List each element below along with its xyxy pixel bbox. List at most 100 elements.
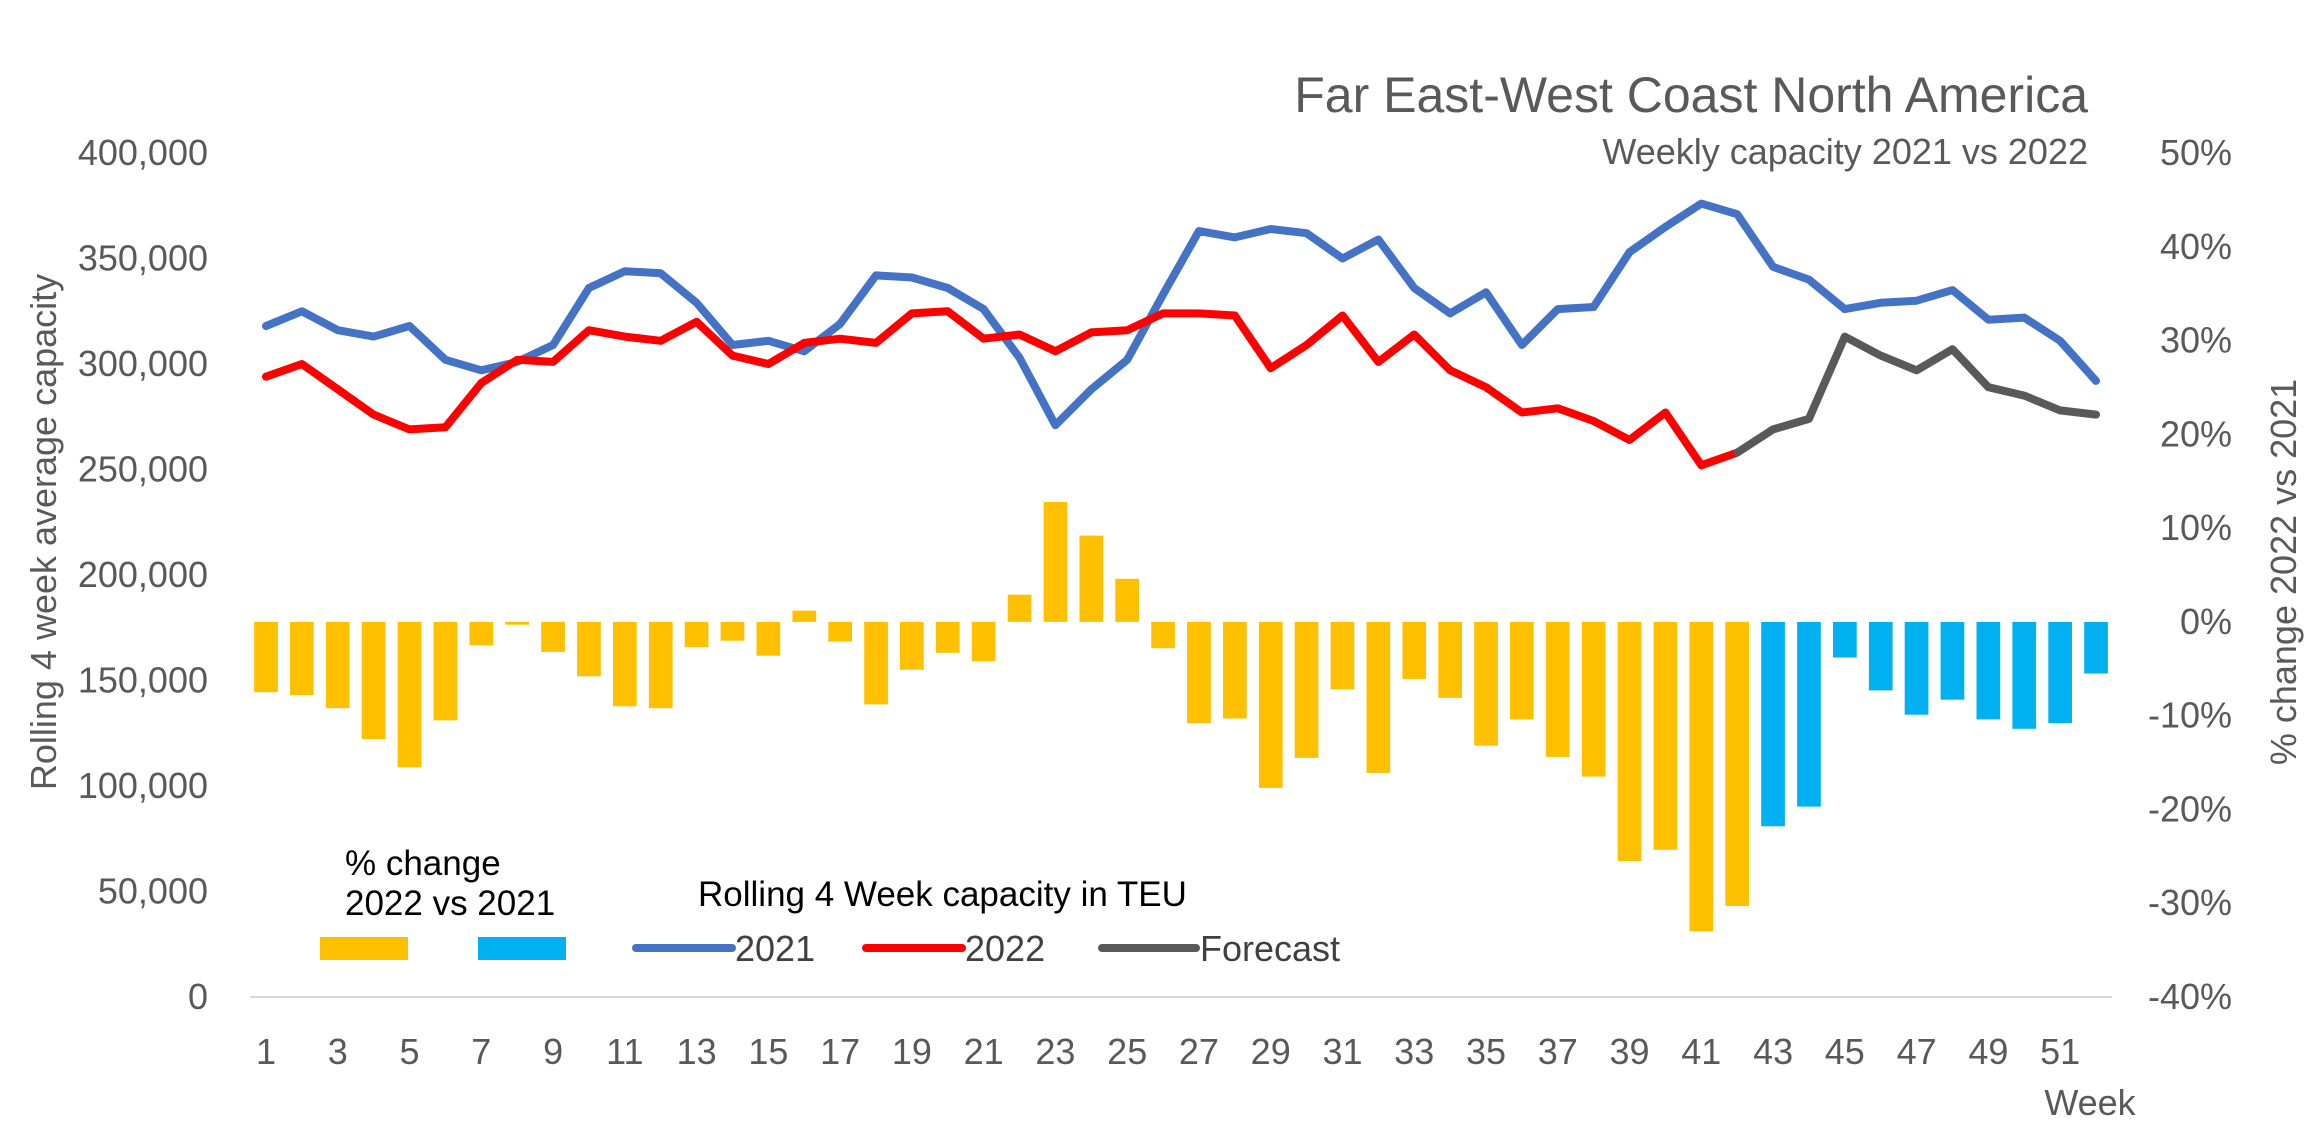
bar-week-1 [254, 621, 278, 693]
bar-week-51 [2048, 621, 2072, 724]
x-tick-label: 27 [1179, 1031, 1219, 1072]
bar-week-41 [1689, 621, 1714, 932]
bar-week-23 [1043, 501, 1068, 622]
y-right-tick-label: 40% [2160, 226, 2232, 267]
x-tick-label: 3 [328, 1031, 348, 1072]
bar-week-11 [613, 621, 637, 707]
legend-label-2021: 2021 [735, 928, 815, 969]
bar-week-43 [1761, 621, 1785, 827]
bar-week-6 [433, 621, 458, 721]
x-tick-label: 15 [748, 1031, 788, 1072]
y-right-tick-label: 50% [2160, 132, 2232, 173]
bar-week-7 [469, 621, 494, 646]
bar-week-2 [290, 621, 314, 695]
bar-week-31 [1330, 621, 1355, 690]
x-tick-label: 47 [1897, 1031, 1937, 1072]
bar-week-32 [1366, 621, 1391, 773]
x-tick-label: 49 [1968, 1031, 2008, 1072]
bar-week-9 [541, 621, 565, 652]
bar-week-13 [684, 621, 709, 648]
x-tick-label: 17 [820, 1031, 860, 1072]
x-tick-label: 5 [399, 1031, 419, 1072]
x-tick-label: 13 [677, 1031, 717, 1072]
bar-week-49 [1976, 621, 2001, 720]
bar-week-17 [828, 621, 852, 642]
x-tick-label: 23 [1035, 1031, 1075, 1072]
bar-week-46 [1868, 621, 1893, 691]
bar-week-45 [1833, 621, 1857, 658]
legend-bar-title-line1: % change [345, 844, 501, 883]
chart-title: Far East-West Coast North America [1294, 67, 2088, 123]
y-right-tick-label: -40% [2148, 976, 2232, 1017]
bar-week-42 [1725, 621, 1749, 906]
bar-week-30 [1294, 621, 1319, 758]
x-tick-label: 41 [1681, 1031, 1721, 1072]
bar-week-37 [1545, 621, 1570, 757]
bar-week-19 [900, 621, 924, 670]
x-tick-label: 35 [1466, 1031, 1506, 1072]
bar-week-33 [1402, 621, 1427, 680]
bar-week-47 [1904, 621, 1929, 715]
bar-week-18 [864, 621, 888, 705]
bar-week-8 [505, 621, 529, 625]
bar-week-24 [1079, 535, 1104, 622]
y-left-tick-label: 300,000 [78, 343, 208, 384]
bar-week-39 [1617, 621, 1642, 861]
bar-week-20 [935, 621, 960, 653]
x-tick-label: 51 [2040, 1031, 2080, 1072]
bar-week-3 [325, 621, 350, 709]
y-left-tick-label: 200,000 [78, 554, 208, 595]
legend-bar-title-line2: 2022 vs 2021 [345, 884, 555, 923]
bar-week-52 [2084, 621, 2108, 674]
x-tick-label: 21 [964, 1031, 1004, 1072]
bar-week-10 [577, 621, 601, 677]
y-right-tick-label: 20% [2160, 413, 2232, 454]
legend-swatch-actual [320, 937, 408, 960]
bar-week-44 [1797, 621, 1821, 807]
y-left-tick-label: 50,000 [98, 871, 208, 912]
y-left-tick-label: 400,000 [78, 132, 208, 173]
y-left-tick-label: 100,000 [78, 765, 208, 806]
x-tick-label: 9 [543, 1031, 563, 1072]
y-axis-right-title: % change 2022 vs 2021 [2263, 379, 2304, 765]
x-tick-label: 43 [1753, 1031, 1793, 1072]
y-left-tick-label: 350,000 [78, 238, 208, 279]
bar-week-21 [971, 621, 996, 662]
y-left-tick-label: 250,000 [78, 449, 208, 490]
x-tick-label: 33 [1394, 1031, 1434, 1072]
x-tick-label: 25 [1107, 1031, 1147, 1072]
y-right-tick-label: -20% [2148, 788, 2232, 829]
bar-week-26 [1151, 621, 1175, 649]
x-tick-label: 29 [1251, 1031, 1291, 1072]
chart-subtitle: Weekly capacity 2021 vs 2022 [1602, 131, 2088, 172]
bar-series-pct-change [254, 501, 2108, 932]
y-right-tick-label: 10% [2160, 507, 2232, 548]
x-tick-label: 39 [1609, 1031, 1649, 1072]
bar-week-34 [1438, 621, 1462, 698]
bar-week-29 [1258, 621, 1283, 788]
y-right-tick-label: -30% [2148, 882, 2232, 923]
legend-label-forecast: Forecast [1200, 928, 1340, 969]
bar-week-40 [1653, 621, 1678, 850]
bar-week-12 [648, 621, 673, 709]
y-left-tick-label: 0 [188, 976, 208, 1017]
bar-week-36 [1510, 621, 1534, 720]
bar-week-35 [1474, 621, 1498, 746]
x-tick-label: 37 [1538, 1031, 1578, 1072]
line-series-group [262, 199, 2100, 470]
y-right-tick-label: 0% [2180, 601, 2232, 642]
legend: % change 2022 vs 2021 Rolling 4 Week cap… [320, 844, 1340, 969]
x-tick-label: 7 [471, 1031, 491, 1072]
line-series-2022 [262, 307, 1742, 470]
bar-week-50 [2012, 621, 2037, 729]
x-tick-label: 45 [1825, 1031, 1865, 1072]
axis-ticks: 400,000 350,000 300,000 250,000 200,000 1 50,0… [78, 132, 2232, 1072]
bar-week-4 [361, 621, 386, 740]
bar-week-48 [1940, 621, 1965, 700]
legend-line-title: Rolling 4 Week capacity in TEU [698, 875, 1187, 914]
legend-swatch-forecast [478, 937, 566, 960]
x-tick-label: 1 [256, 1031, 276, 1072]
legend-label-2022: 2022 [965, 928, 1045, 969]
bar-week-14 [720, 621, 745, 641]
